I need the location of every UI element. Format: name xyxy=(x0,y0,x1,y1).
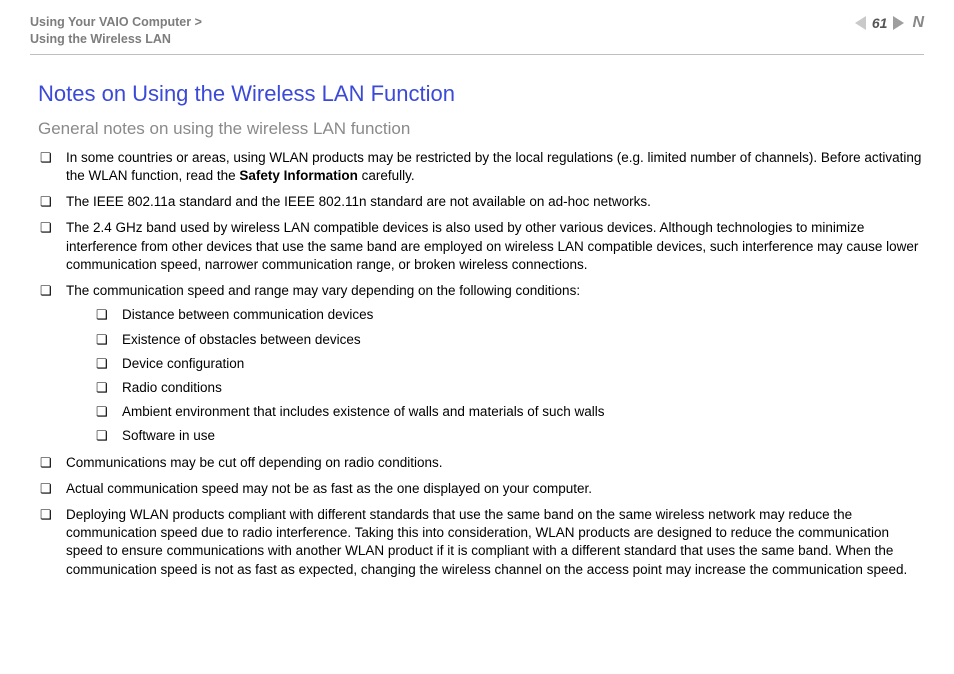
list-item: The communication speed and range may va… xyxy=(38,282,924,446)
nav-n-letter[interactable]: N xyxy=(912,14,924,32)
list-text-post: carefully. xyxy=(358,168,415,183)
list-item: In some countries or areas, using WLAN p… xyxy=(38,149,924,185)
breadcrumb-line2[interactable]: Using the Wireless LAN xyxy=(30,32,171,46)
page-header: Using Your VAIO Computer > Using the Wir… xyxy=(30,14,924,55)
list-text: Existence of obstacles between devices xyxy=(122,332,361,347)
list-text: Distance between communication devices xyxy=(122,307,373,322)
list-item: Distance between communication devices xyxy=(94,306,924,324)
list-item: Device configuration xyxy=(94,355,924,373)
list-text: Ambient environment that includes existe… xyxy=(122,404,605,419)
list-item: Deploying WLAN products compliant with d… xyxy=(38,506,924,579)
list-item: The IEEE 802.11a standard and the IEEE 8… xyxy=(38,193,924,211)
nested-bullet-list: Distance between communication devices E… xyxy=(94,306,924,445)
prev-page-icon[interactable] xyxy=(855,16,866,30)
list-item: The 2.4 GHz band used by wireless LAN co… xyxy=(38,219,924,274)
breadcrumb-chevron: > xyxy=(195,15,202,29)
list-text: The communication speed and range may va… xyxy=(66,283,580,298)
list-item: Radio conditions xyxy=(94,379,924,397)
list-text-bold: Safety Information xyxy=(239,168,358,183)
list-text: Communications may be cut off depending … xyxy=(66,455,442,470)
list-item: Actual communication speed may not be as… xyxy=(38,480,924,498)
page-navigator: 61 N xyxy=(855,14,924,32)
list-item: Existence of obstacles between devices xyxy=(94,331,924,349)
list-item: Ambient environment that includes existe… xyxy=(94,403,924,421)
list-text: The IEEE 802.11a standard and the IEEE 8… xyxy=(66,194,651,209)
breadcrumb-line1[interactable]: Using Your VAIO Computer xyxy=(30,15,195,29)
page-subtitle: General notes on using the wireless LAN … xyxy=(38,119,924,139)
list-text-pre: In some countries or areas, using WLAN p… xyxy=(66,150,921,183)
page-title: Notes on Using the Wireless LAN Function xyxy=(38,81,924,107)
list-item: Communications may be cut off depending … xyxy=(38,454,924,472)
list-item: Software in use xyxy=(94,427,924,445)
page-number: 61 xyxy=(872,15,888,31)
bullet-list: In some countries or areas, using WLAN p… xyxy=(38,149,924,579)
document-page: Using Your VAIO Computer > Using the Wir… xyxy=(0,0,954,674)
list-text: Software in use xyxy=(122,428,215,443)
next-page-icon[interactable] xyxy=(893,16,904,30)
list-text: Deploying WLAN products compliant with d… xyxy=(66,507,907,577)
list-text: Radio conditions xyxy=(122,380,222,395)
list-text: The 2.4 GHz band used by wireless LAN co… xyxy=(66,220,918,271)
breadcrumb: Using Your VAIO Computer > Using the Wir… xyxy=(30,14,202,48)
list-text: Device configuration xyxy=(122,356,244,371)
list-text: Actual communication speed may not be as… xyxy=(66,481,592,496)
